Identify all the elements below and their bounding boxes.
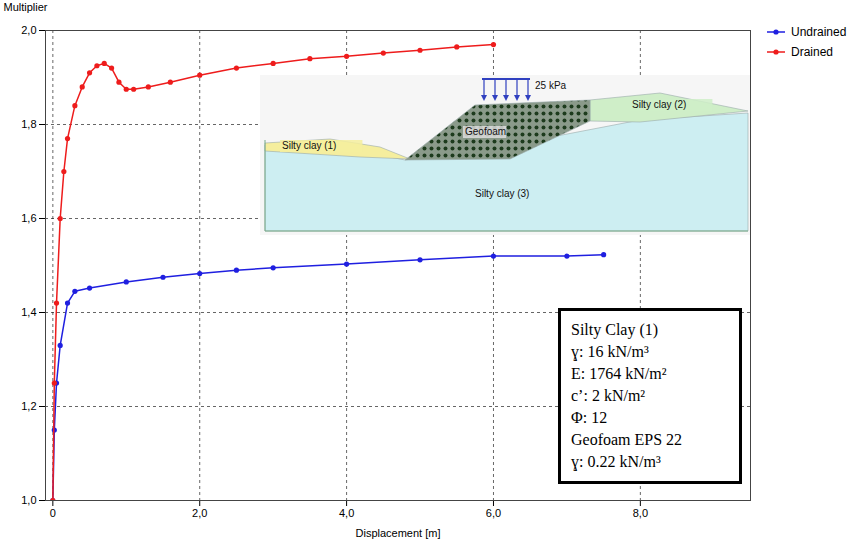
svg-text:25 kPa: 25 kPa xyxy=(535,80,567,91)
html-text:E: 1764 kN/m²: E: 1764 kN/m² xyxy=(571,365,667,382)
html-text:c’: 2 kN/m²: c’: 2 kN/m² xyxy=(571,387,646,404)
svg-text:Silty clay (1): Silty clay (1) xyxy=(282,140,336,151)
html-text:Geofoam EPS 22: Geofoam EPS 22 xyxy=(571,431,683,448)
svg-text:Silty clay (3): Silty clay (3) xyxy=(475,188,529,199)
html-text:Silty Clay (1): Silty Clay (1) xyxy=(571,321,659,338)
svg-text:2,0: 2,0 xyxy=(192,507,207,519)
svg-text:Silty clay (2): Silty clay (2) xyxy=(632,99,686,110)
svg-text:1,6: 1,6 xyxy=(21,212,36,224)
svg-text:4,0: 4,0 xyxy=(339,507,354,519)
html-text:Drained: Drained xyxy=(791,45,833,59)
svg-text:Geofoam: Geofoam xyxy=(465,126,506,137)
svg-text:2,0: 2,0 xyxy=(21,24,36,36)
html-text:Φ: 12: Φ: 12 xyxy=(571,409,608,426)
svg-text:6,0: 6,0 xyxy=(486,507,501,519)
svg-text:1,0: 1,0 xyxy=(21,494,36,506)
html-text:ɣ: 0.22 kN/m³: ɣ: 0.22 kN/m³ xyxy=(571,453,661,470)
html-text:ɣ: 16 kN/m³: ɣ: 16 kN/m³ xyxy=(571,343,649,360)
svg-text:8,0: 8,0 xyxy=(633,507,648,519)
html-text:Undrained: Undrained xyxy=(791,25,847,39)
svg-text:1,2: 1,2 xyxy=(21,400,36,412)
svg-text:Multiplier: Multiplier xyxy=(4,1,48,13)
svg-text:1,4: 1,4 xyxy=(21,306,36,318)
svg-text:0: 0 xyxy=(50,507,56,519)
svg-text:1,8: 1,8 xyxy=(21,118,36,130)
svg-text:Displacement [m]: Displacement [m] xyxy=(356,527,441,539)
